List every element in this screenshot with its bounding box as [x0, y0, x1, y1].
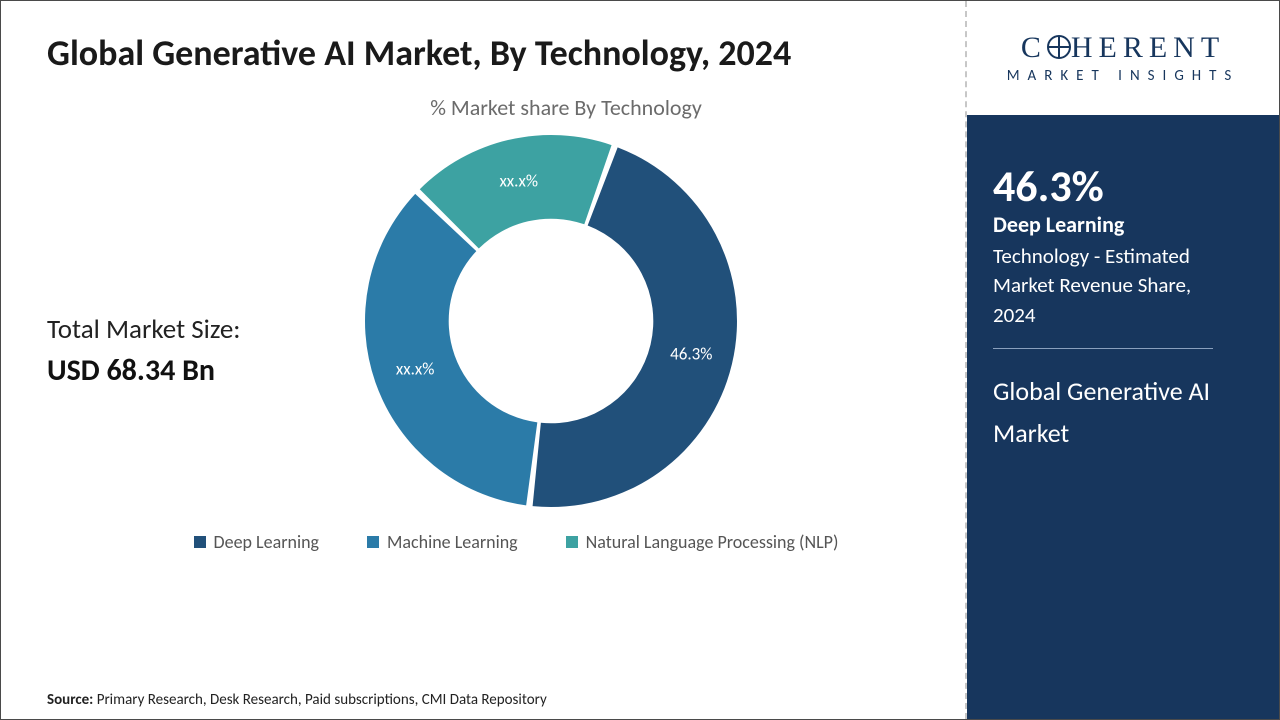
- side-panel: 46.3% Deep Learning Technology - Estimat…: [967, 115, 1279, 719]
- infographic-frame: Global Generative AI Market, By Technolo…: [0, 0, 1280, 720]
- market-size-label: Total Market Size:: [47, 313, 337, 346]
- legend-label: Machine Learning: [387, 531, 518, 553]
- source-text: Primary Research, Desk Research, Paid su…: [97, 691, 547, 709]
- legend-swatch: [194, 536, 206, 548]
- slice-label: xx.x%: [499, 170, 538, 191]
- page-title: Global Generative AI Market, By Technolo…: [47, 31, 827, 76]
- brand-logo: C HERENT MARKET INSIGHTS: [1007, 31, 1240, 85]
- logo-sub: MARKET INSIGHTS: [1007, 67, 1240, 85]
- legend-item: Machine Learning: [367, 531, 518, 553]
- chart-subtitle: % Market share By Technology: [187, 94, 945, 121]
- main-area: Global Generative AI Market, By Technolo…: [1, 1, 965, 719]
- panel-bottom-title: Global Generative AI Market: [993, 371, 1233, 454]
- legend-label: Deep Learning: [214, 531, 319, 553]
- source-prefix: Source:: [47, 691, 93, 709]
- logo-suffix: HERENT: [1071, 31, 1225, 64]
- donut-slice: [365, 194, 537, 505]
- panel-subtitle: Deep Learning: [993, 211, 1251, 238]
- legend-item: Deep Learning: [194, 531, 319, 553]
- logo-area: C HERENT MARKET INSIGHTS: [967, 1, 1279, 115]
- slice-label: xx.x%: [396, 359, 435, 380]
- panel-divider: [993, 348, 1213, 349]
- legend-swatch: [367, 536, 379, 548]
- source-line: Source: Primary Research, Desk Research,…: [47, 691, 547, 709]
- legend-swatch: [566, 536, 578, 548]
- logo-prefix: C: [1021, 31, 1047, 64]
- content-row: Total Market Size: USD 68.34 Bn 46.3% xx.…: [47, 131, 945, 511]
- market-size-block: Total Market Size: USD 68.34 Bn: [47, 253, 337, 389]
- globe-icon: [1047, 35, 1071, 59]
- logo-main: C HERENT: [1007, 31, 1240, 65]
- legend-label: Natural Language Processing (NLP): [586, 531, 839, 553]
- slice-label: 46.3%: [670, 344, 712, 365]
- panel-big-value: 46.3%: [993, 159, 1251, 213]
- legend-item: Natural Language Processing (NLP): [566, 531, 839, 553]
- panel-body: Technology - Estimated Market Revenue Sh…: [993, 242, 1233, 330]
- market-size-value: USD 68.34 Bn: [47, 352, 337, 389]
- legend: Deep Learning Machine Learning Natural Lan…: [87, 531, 945, 553]
- donut-chart: 46.3% xx.x% xx.x%: [361, 131, 741, 511]
- right-column: C HERENT MARKET INSIGHTS 46.3% Deep Learn…: [965, 1, 1279, 719]
